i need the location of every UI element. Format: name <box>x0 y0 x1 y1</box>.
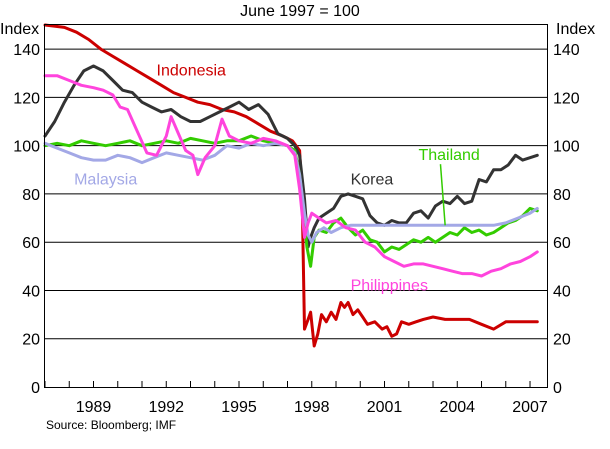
series-label-pointer-thailand <box>439 164 446 226</box>
y-tick-left-140: 140 <box>13 42 40 59</box>
y-tick-right-100: 100 <box>553 139 580 156</box>
y-axis-label-right: Index <box>556 21 595 38</box>
x-tick-1992: 1992 <box>148 399 184 416</box>
y-tick-right-120: 120 <box>553 90 580 107</box>
x-tick-2004: 2004 <box>439 399 475 416</box>
x-tick-2007: 2007 <box>512 399 548 416</box>
chart-title: June 1997 = 100 <box>240 3 360 20</box>
y-tick-right-80: 80 <box>553 187 571 204</box>
series-line-korea <box>43 64 539 249</box>
series-label-malaysia: Malaysia <box>74 171 137 188</box>
y-tick-left-0: 0 <box>31 380 40 397</box>
plot-frame <box>44 24 548 388</box>
x-tick-1989: 1989 <box>76 399 112 416</box>
series-labels: Indonesia Korea Thailand Malaysia Philippine… <box>74 63 480 295</box>
series-line-thailand <box>43 134 539 268</box>
y-tick-right-40: 40 <box>553 283 571 300</box>
source-note: Source: Bloomberg; IMF <box>46 418 176 432</box>
y-tick-right-60: 60 <box>553 235 571 252</box>
series-label-thailand: Thailand <box>418 147 479 164</box>
series-label-philippines: Philippines <box>351 277 428 294</box>
y-tick-left-20: 20 <box>22 332 40 349</box>
y-tick-left-40: 40 <box>22 283 40 300</box>
y-tick-right-20: 20 <box>553 332 571 349</box>
y-tick-labels: 0 0 20 20 40 40 60 60 80 80 100 100 120 120 140 140 <box>13 42 580 397</box>
series-label-korea: Korea <box>351 171 394 188</box>
series-line-philippines <box>43 74 539 278</box>
y-tick-right-140: 140 <box>553 42 580 59</box>
series-line-indonesia <box>43 23 539 348</box>
series-label-indonesia: Indonesia <box>157 63 226 80</box>
y-tick-right-0: 0 <box>553 380 562 397</box>
y-tick-left-120: 120 <box>13 90 40 107</box>
x-tick-2001: 2001 <box>367 399 403 416</box>
y-axis-label-left: Index <box>0 21 39 38</box>
gridlines <box>45 48 547 340</box>
series-lines <box>43 23 539 348</box>
y-tick-left-80: 80 <box>22 187 40 204</box>
x-tick-1998: 1998 <box>294 399 330 416</box>
x-tick-1995: 1995 <box>221 399 257 416</box>
y-tick-left-100: 100 <box>13 139 40 156</box>
y-tick-left-60: 60 <box>22 235 40 252</box>
x-tick-labels: 1989 1992 1995 1998 2001 2004 2007 <box>44 381 548 416</box>
